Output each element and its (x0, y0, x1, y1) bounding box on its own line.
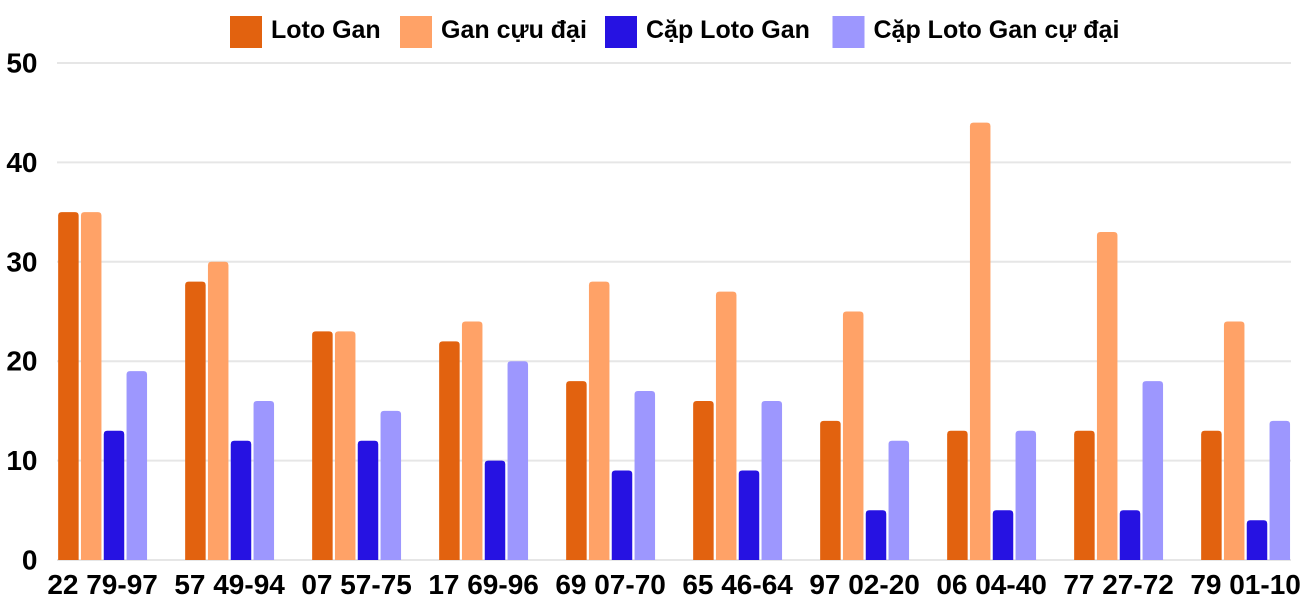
svg-text:77 27-72: 77 27-72 (1063, 569, 1174, 600)
svg-text:69 07-70: 69 07-70 (555, 569, 666, 600)
svg-text:50: 50 (6, 48, 37, 79)
svg-text:0: 0 (22, 545, 38, 576)
svg-text:40: 40 (6, 147, 37, 178)
svg-text:10: 10 (6, 445, 37, 476)
svg-text:97 02-20: 97 02-20 (809, 569, 920, 600)
svg-text:Loto Gan: Loto Gan (271, 16, 381, 44)
svg-text:57 49-94: 57 49-94 (174, 569, 285, 600)
svg-text:Cặp Loto Gan: Cặp Loto Gan (646, 16, 810, 44)
svg-text:30: 30 (6, 246, 37, 277)
svg-text:Cặp Loto Gan cự đại: Cặp Loto Gan cự đại (874, 16, 1120, 44)
svg-text:17 69-96: 17 69-96 (428, 569, 539, 600)
svg-text:06 04-40: 06 04-40 (936, 569, 1047, 600)
svg-text:Gan cựu đại: Gan cựu đại (441, 16, 587, 44)
svg-text:20: 20 (6, 346, 37, 377)
svg-text:65 46-64: 65 46-64 (682, 569, 793, 600)
svg-text:22 79-97: 22 79-97 (47, 569, 158, 600)
svg-text:07 57-75: 07 57-75 (301, 569, 412, 600)
svg-text:79 01-10: 79 01-10 (1190, 569, 1300, 600)
